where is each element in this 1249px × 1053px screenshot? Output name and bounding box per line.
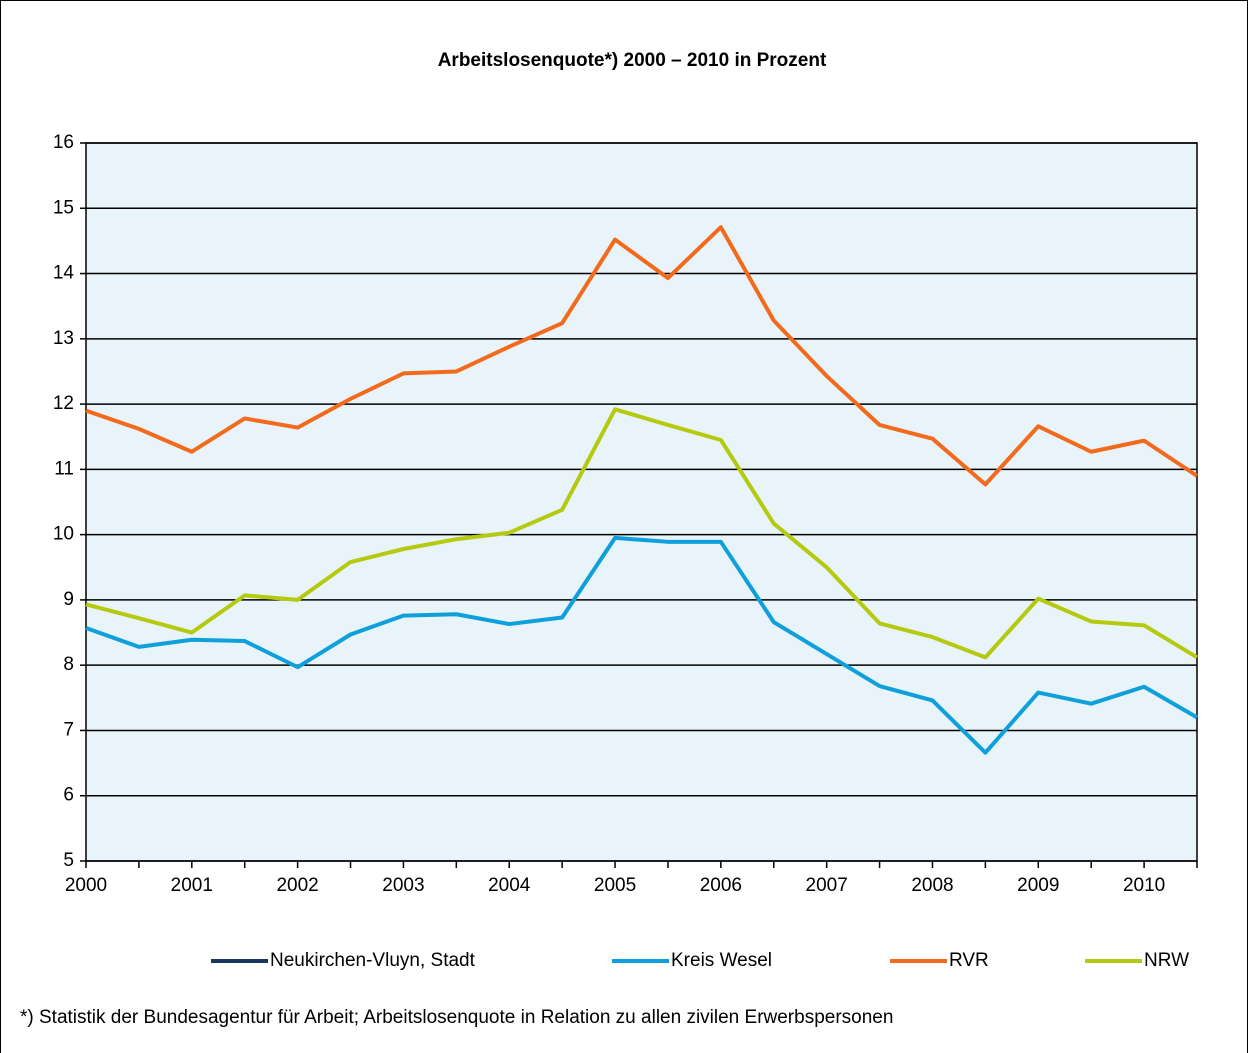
x-tick-label: 2007 [806,875,848,896]
legend-label: RVR [949,950,989,971]
x-tick-label: 2003 [382,875,424,896]
legend-label: NRW [1144,950,1189,971]
x-tick-label: 2009 [1017,875,1059,896]
y-tick-label: 6 [63,785,74,806]
y-tick-label: 9 [63,589,74,610]
x-tick-label: 2008 [911,875,953,896]
chart-title: Arbeitslosenquote*) 2000 – 2010 in Proze… [438,50,827,71]
x-tick-label: 2010 [1123,875,1165,896]
plot-border [85,142,1198,862]
legend-label: Neukirchen-Vluyn, Stadt [270,950,476,971]
y-tick-label: 7 [63,719,74,740]
x-tick-label: 2000 [65,875,107,896]
x-tick-label: 2005 [594,875,636,896]
y-tick-label: 14 [53,263,75,284]
plot-area [86,143,1197,861]
y-tick-label: 10 [53,524,74,545]
series-line [85,407,1199,660]
x-tick-label: 2004 [488,875,531,896]
y-tick-label: 8 [63,654,74,675]
legend-label: Kreis Wesel [671,950,772,971]
series-line [85,225,1199,487]
y-tick-label: 13 [53,328,74,349]
footnote: *) Statistik der Bundesagentur für Arbei… [20,1007,893,1028]
y-tick-label: 16 [53,132,74,153]
x-tick-label: 2001 [171,875,213,896]
y-tick-label: 11 [54,458,74,479]
y-tick-label: 5 [63,850,74,871]
y-tick-label: 12 [53,393,74,414]
series-line [85,535,1199,755]
x-tick-label: 2006 [700,875,742,896]
y-tick-label: 15 [53,197,74,218]
x-tick-label: 2002 [276,875,318,896]
